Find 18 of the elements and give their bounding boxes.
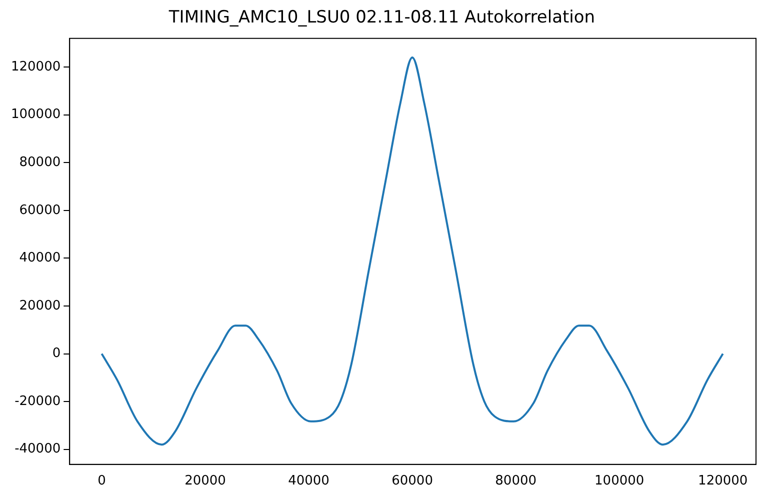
y-tick-label: 100000 — [10, 107, 61, 122]
x-tick-label: 80000 — [495, 474, 536, 489]
y-tick-label: 0 — [52, 346, 61, 362]
y-tick-label: 60000 — [19, 202, 61, 218]
x-tick-label: 40000 — [288, 474, 330, 489]
x-tick-label: 60000 — [392, 474, 433, 489]
line-series — [100, 56, 724, 446]
y-tick-label: 80000 — [19, 155, 61, 170]
x-tick-label: 0 — [98, 474, 106, 489]
x-tick-label: 20000 — [184, 474, 226, 489]
y-tick-label: 40000 — [19, 250, 61, 266]
y-tick-label: 20000 — [19, 298, 61, 314]
y-tick-label: 120000 — [10, 59, 61, 74]
x-tick-label: 100000 — [594, 474, 644, 489]
y-tick-label: -20000 — [14, 394, 61, 409]
chart-title: TIMING_AMC10_LSU0 02.11-08.11 Autokorrelation — [168, 8, 596, 28]
y-tick-label: -40000 — [14, 442, 61, 457]
x-tick-label: 120000 — [698, 474, 748, 489]
